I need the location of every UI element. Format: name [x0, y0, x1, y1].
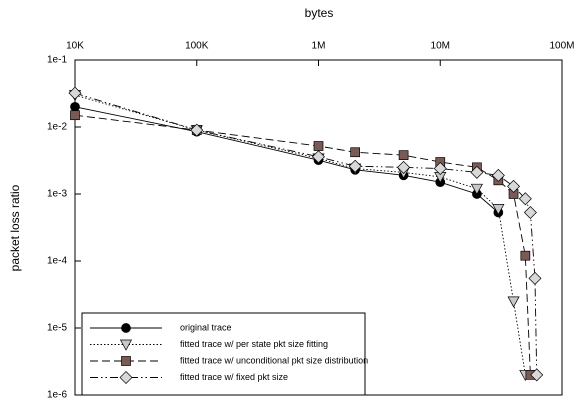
x-tick-label: 100K	[185, 41, 209, 52]
marker	[312, 150, 325, 164]
legend-label: original trace	[180, 322, 232, 332]
marker	[470, 165, 484, 179]
marker	[68, 86, 82, 100]
series-line	[74, 114, 531, 375]
x-tick-label: 10M	[431, 41, 450, 52]
marker	[507, 179, 521, 193]
legend-label: fitted trace w/ unconditional pkt size d…	[180, 355, 368, 365]
marker	[520, 250, 531, 261]
y-tick-label: 1e-4	[47, 256, 67, 267]
marker	[433, 162, 447, 176]
legend-label: fitted trace w/ per state pkt size fitti…	[180, 339, 328, 349]
marker	[119, 339, 133, 351]
marker	[492, 204, 505, 216]
marker	[313, 141, 324, 151]
marker	[70, 101, 80, 112]
series-line	[74, 106, 499, 213]
marker	[518, 192, 532, 206]
marker	[530, 368, 544, 382]
marker	[523, 205, 537, 219]
legend-label: fitted trace w/ fixed pkt size	[180, 372, 288, 382]
y-tick-label: 1e-5	[47, 323, 67, 334]
marker	[348, 159, 362, 173]
marker	[528, 271, 542, 285]
x-axis-label: bytes	[305, 6, 334, 20]
x-tick-label: 10K	[66, 41, 84, 52]
y-tick-label: 1e-1	[47, 55, 67, 66]
marker	[491, 168, 505, 182]
x-tick-label: 100M	[549, 41, 574, 52]
marker	[119, 371, 133, 384]
y-tick-label: 1e-6	[47, 390, 67, 400]
marker	[397, 160, 411, 174]
marker	[70, 110, 80, 121]
marker	[398, 150, 409, 161]
x-tick-label: 1M	[312, 41, 326, 52]
marker	[350, 147, 361, 158]
series-line	[74, 94, 526, 375]
marker	[121, 323, 131, 333]
y-tick-label: 1e-2	[47, 122, 67, 133]
marker	[121, 356, 131, 366]
y-axis-label: packet loss ratio	[8, 184, 22, 271]
y-tick-label: 1e-3	[47, 189, 67, 200]
marker	[190, 123, 204, 137]
marker	[470, 183, 483, 195]
marker	[507, 296, 520, 308]
